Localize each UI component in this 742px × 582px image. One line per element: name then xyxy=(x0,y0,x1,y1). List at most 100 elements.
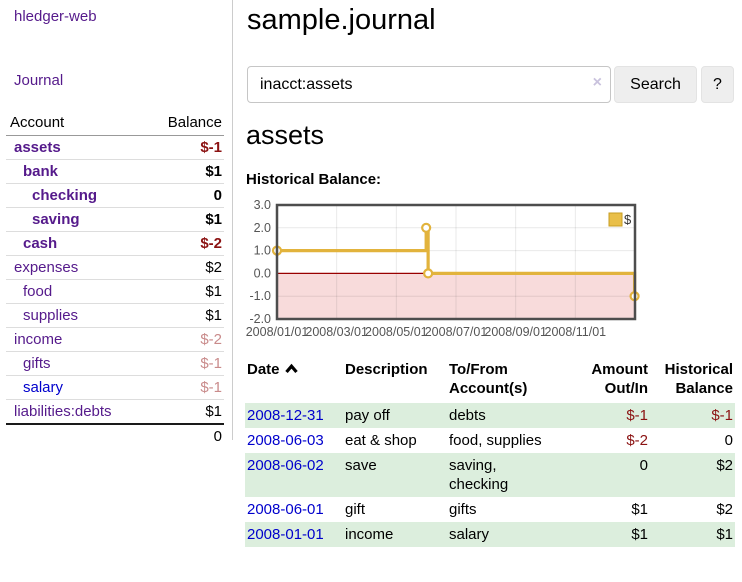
transaction-amount: $-2 xyxy=(626,432,648,449)
app-title-link[interactable]: hledger-web xyxy=(14,8,97,25)
account-row: food $1 xyxy=(6,279,224,304)
accounts-header-account: Account xyxy=(6,110,148,136)
account-row: salary $-1 xyxy=(6,375,224,400)
transaction-balance: 0 xyxy=(724,432,733,449)
svg-text:2008/07/01: 2008/07/01 xyxy=(425,325,488,339)
sidebar-item-journal[interactable]: Journal xyxy=(14,72,64,89)
account-link[interactable]: assets xyxy=(14,139,61,156)
chart-title: Historical Balance: xyxy=(246,171,382,188)
account-name-cell: food xyxy=(6,279,148,304)
svg-text:-2.0: -2.0 xyxy=(249,312,271,326)
page-title: sample.journal xyxy=(247,4,436,36)
account-link[interactable]: salary xyxy=(23,379,64,396)
account-link[interactable]: supplies xyxy=(23,307,79,324)
account-link[interactable]: bank xyxy=(23,163,59,180)
account-name-cell: income xyxy=(6,327,148,352)
transaction-date-link[interactable]: 2008-06-02 xyxy=(247,457,324,474)
search-box: × xyxy=(247,66,611,103)
transaction-accounts: salary xyxy=(447,522,578,547)
account-link[interactable]: liabilities:debts xyxy=(14,403,112,420)
sidebar: hledger-web Journal Account Balance asse… xyxy=(0,0,233,448)
transaction-date-cell: 2008-06-02 xyxy=(245,453,343,497)
register-row: 2008-06-02 save saving, checking 0 $2 xyxy=(245,453,735,497)
transaction-date-link[interactable]: 2008-06-01 xyxy=(247,501,324,518)
register-header-accounts: To/From Account(s) xyxy=(449,361,528,397)
transaction-description: pay off xyxy=(343,403,447,428)
register-header-amount: Amount Out/In xyxy=(591,361,648,397)
accounts-header-row: Account Balance xyxy=(6,110,224,136)
account-link[interactable]: cash xyxy=(23,235,58,252)
account-link[interactable]: food xyxy=(23,283,53,300)
register-header-description: Description xyxy=(345,361,428,378)
transaction-accounts: debts xyxy=(447,403,578,428)
sort-ascending-icon xyxy=(284,360,299,379)
account-name-cell: salary xyxy=(6,375,148,400)
account-link[interactable]: saving xyxy=(32,211,80,228)
account-row: supplies $1 xyxy=(6,303,224,328)
register-row: 2008-12-31 pay off debts $-1 $-1 xyxy=(245,403,735,428)
transaction-balance: $-1 xyxy=(650,403,735,428)
svg-text:2008/09/01: 2008/09/01 xyxy=(484,325,547,339)
transaction-date-cell: 2008-06-03 xyxy=(245,428,343,453)
transaction-accounts: gifts xyxy=(449,501,477,518)
transaction-accounts: food, supplies xyxy=(449,432,542,449)
accounts-header-balance: Balance xyxy=(147,110,224,136)
accounts-total-row: 0 xyxy=(6,423,224,448)
account-row: liabilities:debts $1 xyxy=(6,399,224,425)
search-button[interactable]: Search xyxy=(614,66,697,103)
account-row: saving $1 xyxy=(6,207,224,232)
account-link[interactable]: expenses xyxy=(14,259,79,276)
register-row: 2008-06-01 gift gifts $1 $2 xyxy=(245,497,735,522)
account-row: gifts $-1 xyxy=(6,351,224,376)
register-header-balance: Historical Balance xyxy=(664,361,733,397)
transaction-date-link[interactable]: 2008-01-01 xyxy=(247,526,324,543)
register-row: 2008-01-01 income salary $1 $1 xyxy=(245,522,735,547)
account-balance: $-1 xyxy=(147,375,224,400)
help-button[interactable]: ? xyxy=(701,66,734,103)
account-row: expenses $2 xyxy=(6,255,224,280)
transaction-balance: $1 xyxy=(650,522,735,547)
account-balance: $1 xyxy=(147,399,224,425)
svg-text:2.0: 2.0 xyxy=(254,221,271,235)
account-name-cell: cash xyxy=(6,231,148,256)
transaction-date-cell: 2008-06-01 xyxy=(245,497,343,522)
account-balance: $1 xyxy=(147,159,224,184)
account-name-cell: liabilities:debts xyxy=(6,399,148,425)
clear-search-icon[interactable]: × xyxy=(592,74,602,91)
account-balance: $2 xyxy=(147,255,224,280)
register-table: Date Description To/From Account(s) Amou… xyxy=(245,357,735,547)
register-header-date[interactable]: Date xyxy=(245,357,343,403)
register-header-row: Date Description To/From Account(s) Amou… xyxy=(245,357,735,403)
account-name-cell: gifts xyxy=(6,351,148,376)
account-balance: $1 xyxy=(147,279,224,304)
svg-text:$: $ xyxy=(624,212,632,227)
account-balance: $-2 xyxy=(147,327,224,352)
svg-text:2008/03/01: 2008/03/01 xyxy=(305,325,368,339)
svg-text:2008/11/01: 2008/11/01 xyxy=(545,325,607,339)
account-row: bank $1 xyxy=(6,159,224,184)
account-name-cell: checking xyxy=(6,183,148,208)
svg-text:0.0: 0.0 xyxy=(254,266,271,280)
transaction-date-cell: 2008-01-01 xyxy=(245,522,343,547)
account-balance: 0 xyxy=(147,183,224,208)
register-row: 2008-06-03 eat & shop food, supplies $-2… xyxy=(245,428,735,453)
account-link[interactable]: gifts xyxy=(23,355,51,372)
account-link[interactable]: checking xyxy=(32,187,98,204)
accounts-total-spacer xyxy=(6,423,148,448)
svg-text:1.0: 1.0 xyxy=(254,244,271,258)
svg-text:2008/01/01: 2008/01/01 xyxy=(246,325,309,339)
account-balance: $-2 xyxy=(147,231,224,256)
transaction-amount: $1 xyxy=(578,522,650,547)
transaction-accounts: saving, checking xyxy=(447,453,578,497)
transaction-date-link[interactable]: 2008-06-03 xyxy=(247,432,324,449)
account-link[interactable]: income xyxy=(14,331,63,348)
transaction-amount: 0 xyxy=(578,453,650,497)
search-input[interactable] xyxy=(247,66,611,103)
account-balance: $-1 xyxy=(147,351,224,376)
svg-text:-1.0: -1.0 xyxy=(249,289,271,303)
transaction-date-link[interactable]: 2008-12-31 xyxy=(247,407,324,424)
account-heading: assets xyxy=(246,120,325,150)
transaction-balance: $2 xyxy=(650,453,735,497)
transaction-amount: $-1 xyxy=(578,403,650,428)
register-header-date-label: Date xyxy=(247,361,280,378)
